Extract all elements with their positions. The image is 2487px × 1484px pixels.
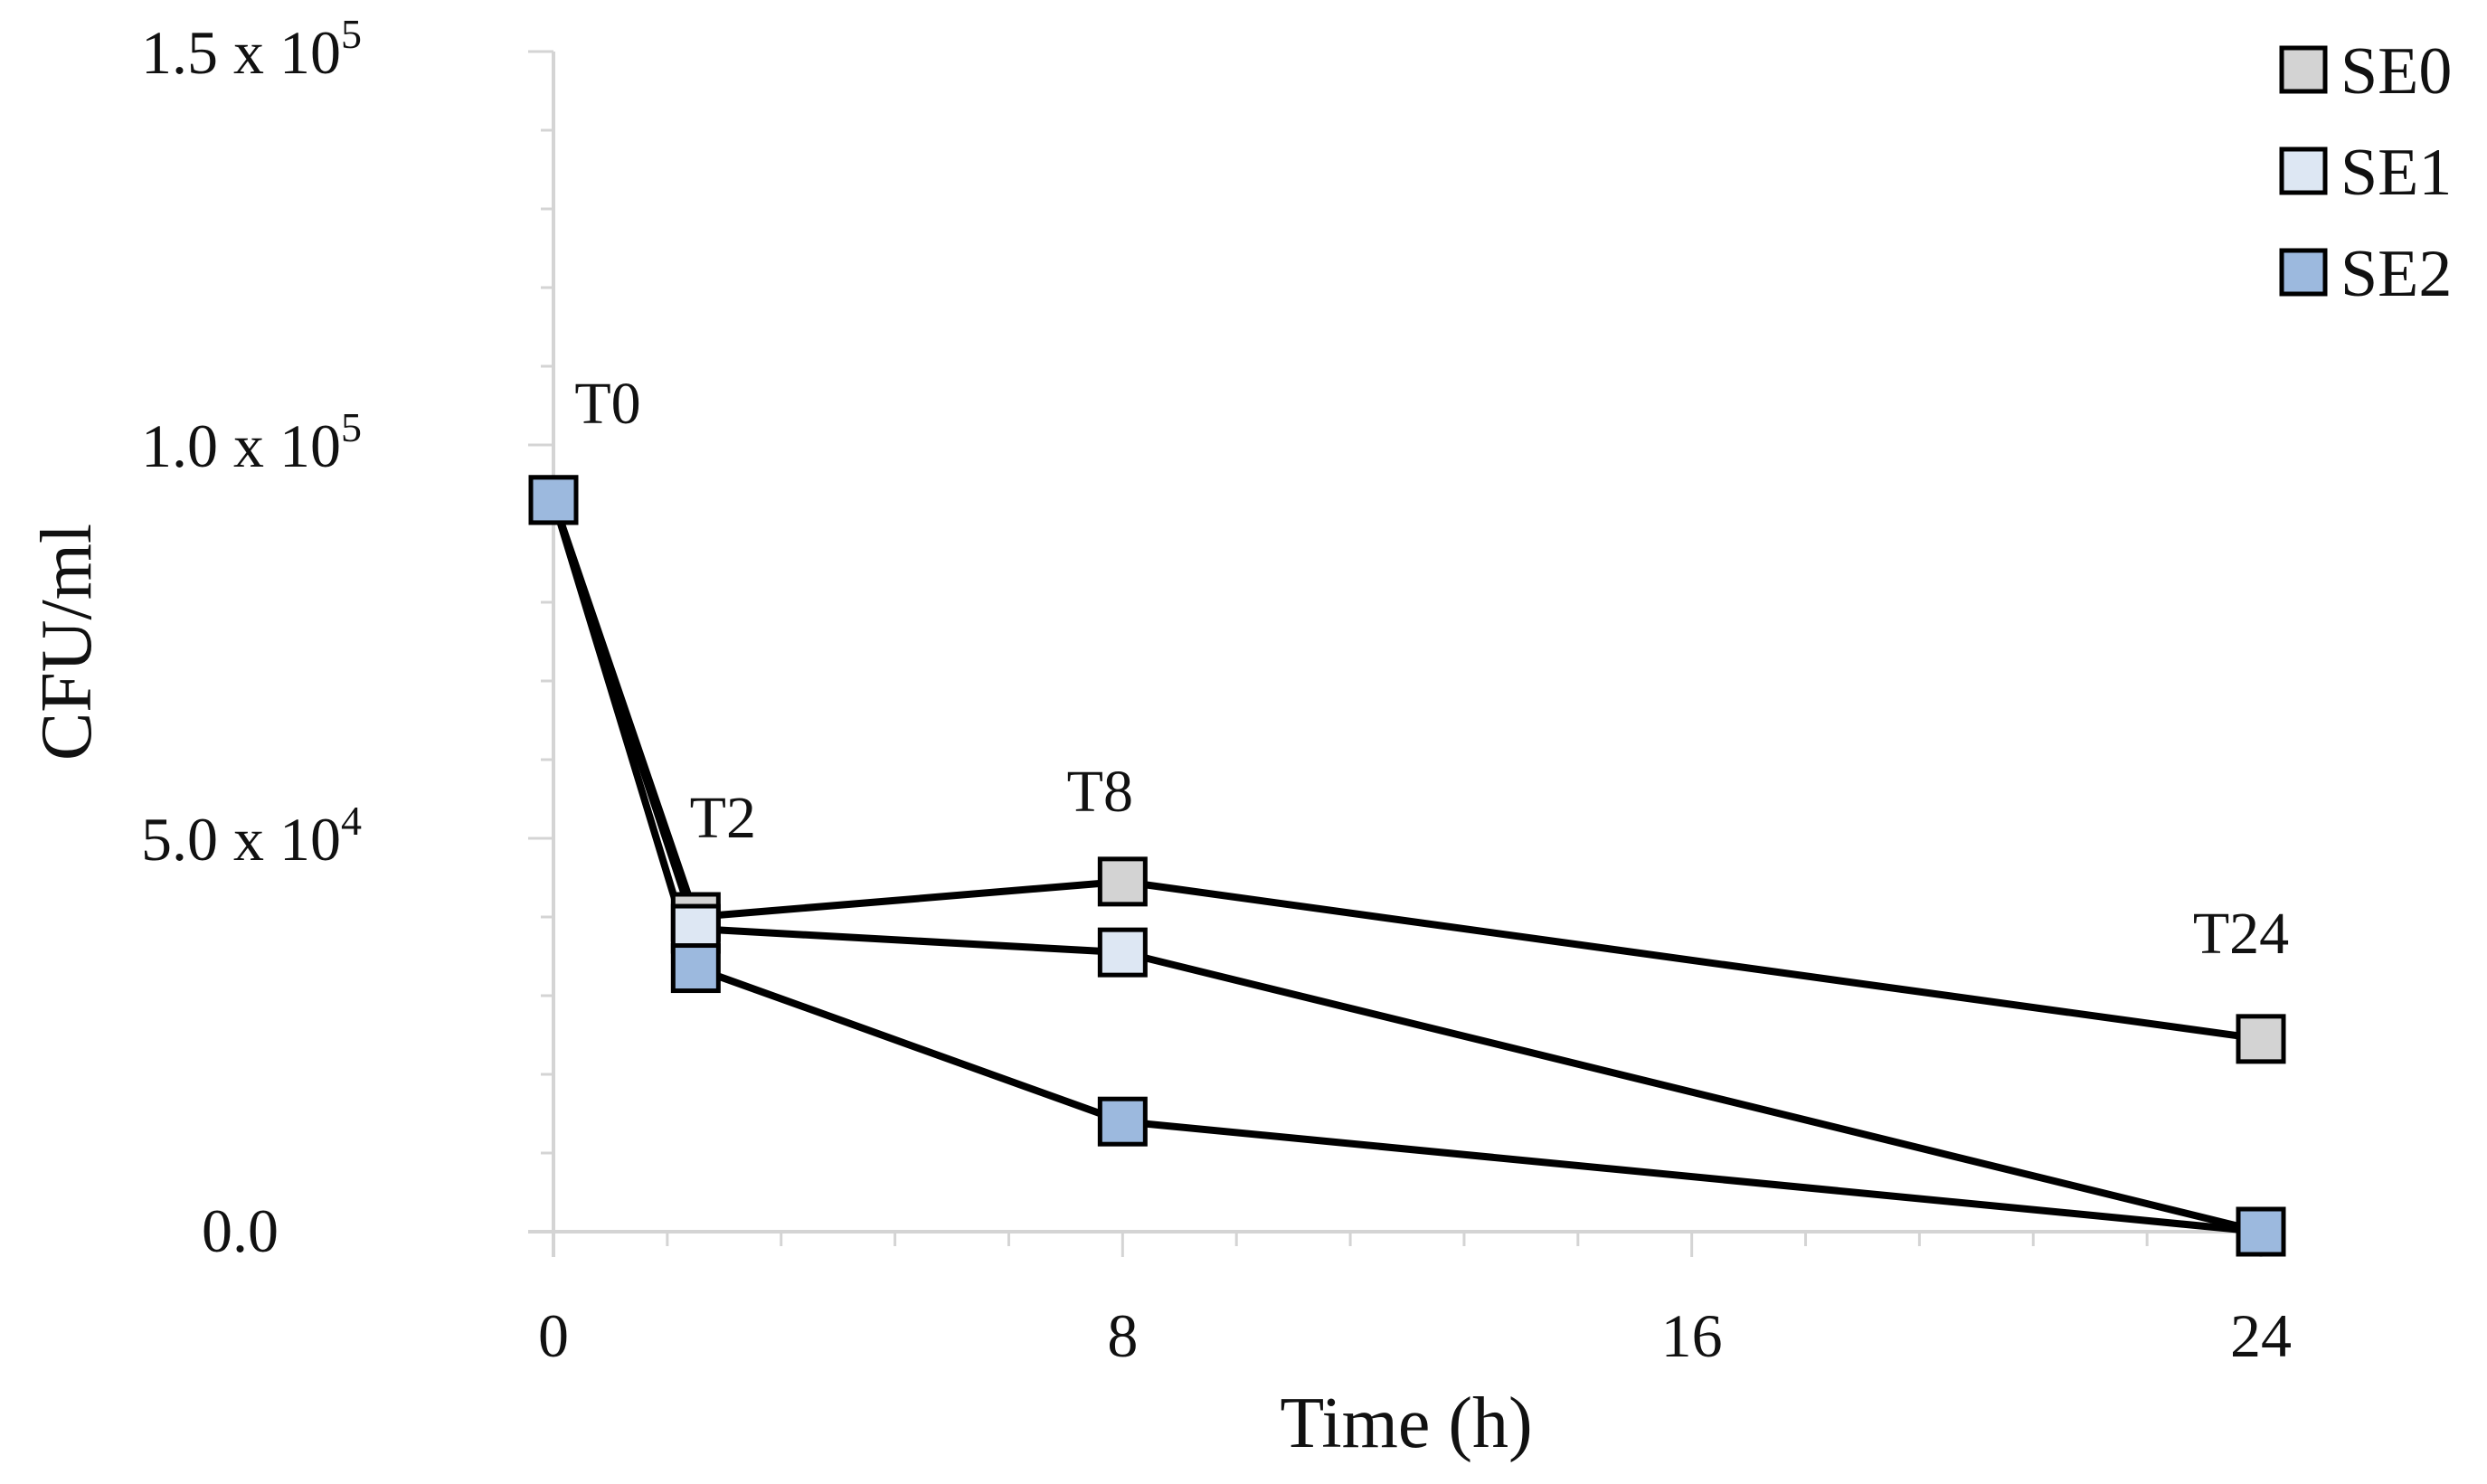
annotation-label: T8: [1067, 759, 1133, 825]
x-tick-label: 16: [1661, 1301, 1723, 1370]
series-line-se1: [550, 498, 2262, 1235]
annotations: T0 T2 T8 T24: [574, 371, 2289, 967]
data-point-se2: [2236, 1206, 2286, 1257]
y-axis-title: CFU/ml: [27, 524, 107, 761]
series-line-se2: [550, 498, 2262, 1235]
legend-label: SE0: [2340, 34, 2452, 109]
legend-swatch-se0: [2279, 45, 2328, 94]
annotation-label: T0: [574, 371, 640, 437]
legend: SE0 SE1 SE2: [2279, 34, 2452, 311]
data-point-se0: [1097, 856, 1148, 907]
y-minor-ticks: [528, 50, 553, 1234]
legend-label: SE2: [2340, 237, 2452, 311]
data-point-se2: [1097, 1096, 1148, 1147]
data-point-se2: [528, 475, 579, 525]
y-tick-labels: 0.0 5.0 x 104 1.0 x 105 1.5 x 105: [141, 11, 362, 1265]
data-point-se0: [2236, 1014, 2286, 1064]
legend-label: SE1: [2340, 136, 2452, 210]
annotation-label: T24: [2193, 901, 2289, 967]
x-tick-label: 8: [1107, 1301, 1138, 1370]
legend-swatch-se2: [2279, 248, 2328, 297]
x-tick-label: 24: [2230, 1301, 2292, 1370]
series-line-se0: [550, 498, 2262, 1043]
y-tick-label: 0.0: [202, 1196, 279, 1265]
series-layer: [528, 475, 2286, 1257]
data-point-se2: [670, 943, 721, 994]
y-tick-label: 1.5 x 105: [141, 11, 362, 87]
y-tick-label: 1.0 x 105: [141, 404, 362, 480]
data-point-se1: [1097, 927, 1148, 978]
x-tick-label: 0: [538, 1301, 569, 1370]
x-axis-title: Time (h): [1280, 1384, 1532, 1463]
x-minor-ticks: [552, 1232, 2263, 1257]
annotation-label: T2: [690, 785, 756, 851]
y-tick-label: 5.0 x 104: [141, 798, 362, 874]
legend-swatch-se1: [2279, 147, 2328, 195]
x-tick-labels: 0 8 16 24: [538, 1301, 2292, 1370]
